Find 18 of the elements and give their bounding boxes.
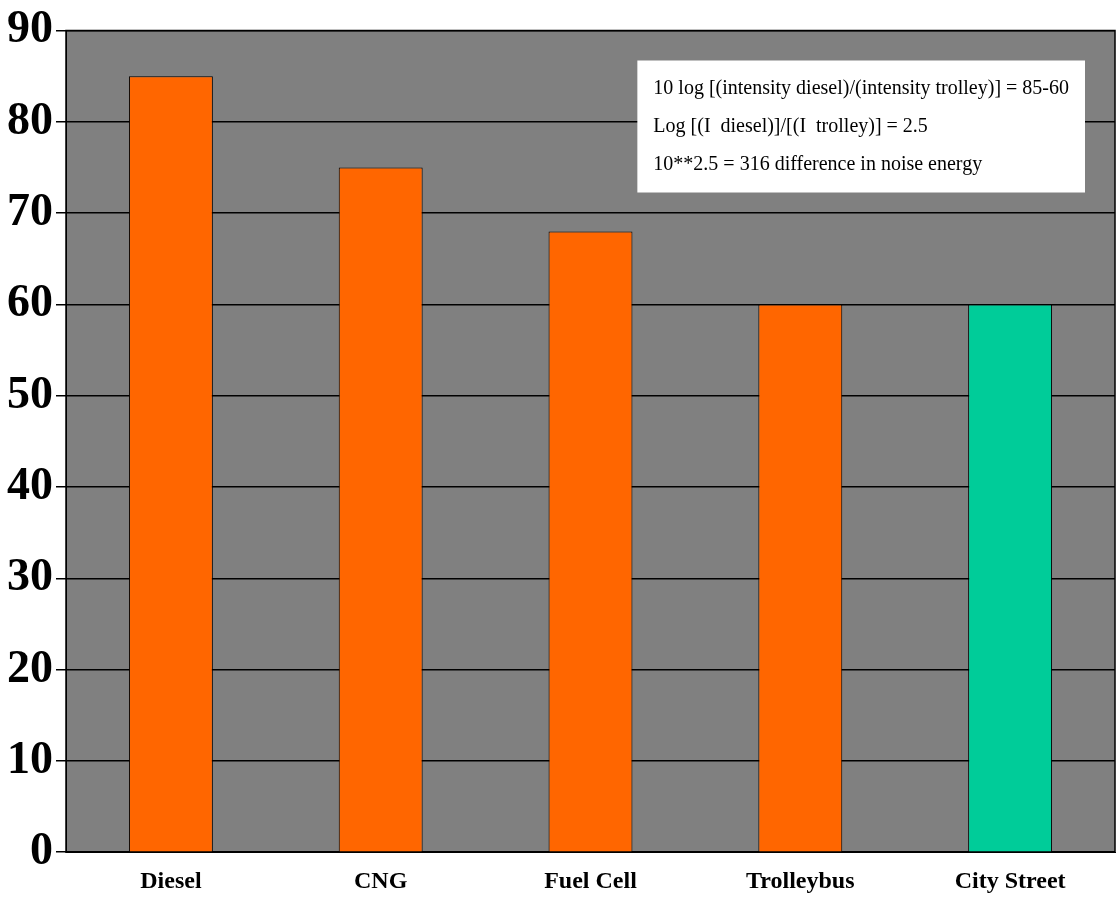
- y-tick-label: 10: [7, 731, 53, 783]
- y-tick-label: 0: [30, 823, 53, 875]
- y-tick-label: 30: [7, 549, 53, 601]
- annotation: 10**2.5 = 316 difference in noise energy: [653, 151, 983, 175]
- x-tick-label: City Street: [954, 866, 1066, 893]
- x-tick-label: CNG: [354, 866, 408, 893]
- y-tick-label: 80: [7, 92, 53, 144]
- y-tick-label: 50: [7, 366, 53, 418]
- x-tick-label: Trolleybus: [746, 866, 855, 893]
- annotation: 10 log [(intensity diesel)/(intensity trolley)] = 85-60: [653, 75, 1070, 99]
- y-tick-label: 90: [7, 1, 53, 53]
- annotation: Log [(I diesel)]/[(I trolley)] = 2.5: [653, 113, 928, 137]
- y-tick-label: 70: [7, 184, 53, 236]
- x-tick-label: Fuel Cell: [544, 866, 638, 893]
- x-tick-label: Diesel: [140, 866, 202, 893]
- y-tick-label: 60: [7, 275, 53, 327]
- y-tick-label: 40: [7, 457, 53, 509]
- y-tick-label: 20: [7, 640, 53, 692]
